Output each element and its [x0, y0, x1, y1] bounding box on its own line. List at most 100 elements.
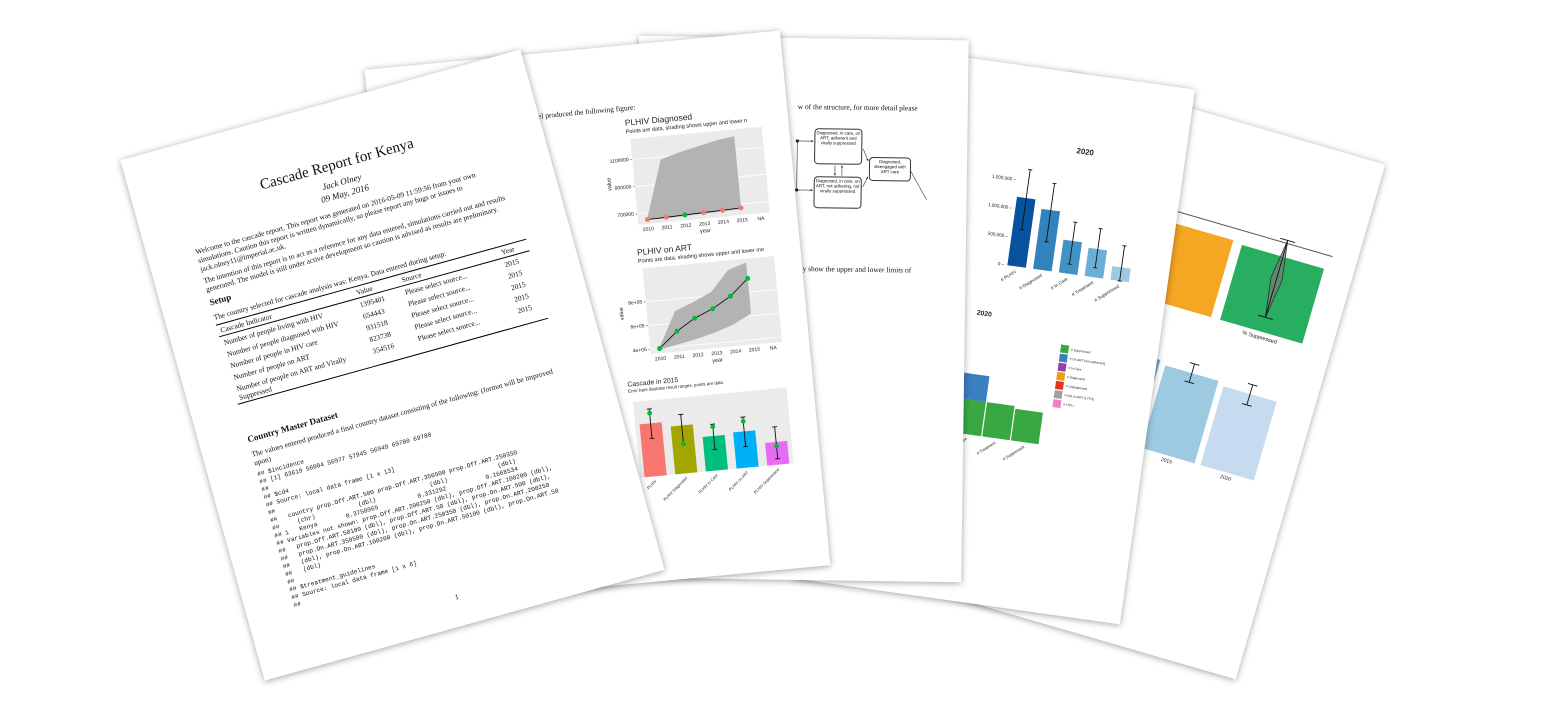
x-tick-label: # Suppressed [1093, 283, 1120, 302]
x-tick-label: PLHIV in Care [697, 472, 719, 494]
y-tick-label: 4e+05 [633, 347, 648, 354]
x-axis-label: year [700, 228, 711, 235]
x-tick-label: # PLHIV [1000, 269, 1018, 283]
intro-text: w of the structure, for more detail plea… [797, 101, 918, 113]
y-tick-label: 6e+05 [630, 323, 645, 330]
x-tick-label: # Treatment [976, 440, 998, 456]
range-band [659, 262, 752, 350]
x-tick-label: 2010 [643, 226, 655, 233]
y-tick-label: 8e+05 [628, 299, 643, 306]
error-bar [1021, 169, 1031, 230]
legend-label: # LTFU [1063, 402, 1075, 408]
model-line [647, 207, 742, 220]
note-text: ly show the upper and lower limits of [800, 264, 912, 275]
x-tick-label: 2013 [711, 350, 723, 357]
bar [639, 422, 667, 478]
y-tick-label: 1,000,000 [988, 202, 1009, 210]
error-cap [1117, 280, 1122, 282]
figures-page: e model produced the following figure: P… [364, 30, 831, 605]
error-bar [1246, 384, 1254, 406]
legend-label: # On ART (non-adherent) [1069, 357, 1105, 366]
x-tick-label: NA [770, 345, 778, 352]
data-point [774, 443, 779, 449]
error-cap [1044, 241, 1049, 243]
error-cap [1067, 263, 1072, 265]
legend-swatch [1058, 353, 1068, 363]
bar [702, 434, 728, 472]
legend-label: # Not on ART (LTFU) [1064, 393, 1094, 401]
data-point [701, 210, 707, 216]
x-tick-label: 2015 [749, 347, 761, 354]
bar [1141, 365, 1219, 464]
error-cap [1052, 182, 1057, 185]
arrows [796, 139, 927, 200]
error-cap [1093, 266, 1098, 269]
structure-page: w of the structure, for more detail plea… [631, 35, 969, 583]
y-axis-label: value [619, 307, 626, 321]
entry-dot [795, 188, 799, 192]
data-point [663, 214, 669, 220]
error-cap [1280, 237, 1296, 244]
diagram-node: Diagnosed, in care, on ART, not adhering… [813, 176, 862, 209]
cascade-2020-chart: 2020 0 500,000 1,000,000 1,500,000 # PLHIV # D… [987, 146, 1131, 303]
data-point [644, 216, 650, 222]
y-tick-label: 700000 [617, 212, 634, 220]
data-point [727, 293, 733, 299]
error-cap [1019, 228, 1024, 231]
x-tick-label: 2011 [674, 354, 685, 361]
x-tick-label: 2012 [680, 223, 692, 230]
diagram-arrows [795, 139, 927, 200]
data-point [681, 441, 686, 447]
data-point [738, 205, 744, 211]
legend-swatch [1054, 380, 1064, 390]
bar [1200, 386, 1277, 481]
data-point [740, 418, 746, 424]
x-tick-label: PLHIV Diagnosed [662, 476, 688, 502]
data-point [647, 410, 653, 416]
data-point [682, 212, 688, 218]
bar [1007, 196, 1036, 268]
x-tick-label: 2013 [699, 221, 711, 228]
x-tick-label: # Diagnosed [1018, 273, 1043, 291]
range-band [647, 136, 742, 221]
data-point [710, 306, 716, 312]
diagram-node: Diagnosed, in care, on ART, adherent and… [814, 128, 863, 165]
error-cap [1028, 168, 1033, 171]
legend-label: # In Care [1068, 366, 1082, 372]
data-point [745, 275, 751, 281]
x-tick-label: # Suppressed [1002, 444, 1026, 461]
y-axis-label: value [606, 177, 613, 191]
y-tick-label: 1,500,000 [992, 174, 1013, 182]
bar [733, 430, 759, 469]
error-bar [1045, 183, 1055, 242]
model-line [659, 278, 748, 349]
x-tick-label: NA [757, 216, 765, 223]
chart-title: 2020 [976, 310, 992, 319]
legend-swatch [1052, 399, 1062, 409]
target-line [1149, 203, 1333, 258]
x-tick-label: # Treatment [1071, 280, 1095, 298]
x-tick-label: PLHIV Suppressed [753, 467, 780, 495]
x-tick-label: 2014 [718, 219, 730, 226]
y-tick-label: 0 [997, 261, 1001, 266]
legend-label: # Undiagnosed [1066, 384, 1088, 391]
x-tick-label: PLHIV on ART [728, 469, 750, 491]
error-bar [1119, 245, 1125, 282]
legend-swatch [1060, 344, 1070, 354]
x-tick-label: 2020 [1219, 474, 1232, 483]
data-point [719, 207, 725, 213]
data-point [710, 424, 716, 430]
bar-segment [982, 402, 1015, 441]
x-tick-label: 2012 [692, 352, 704, 359]
error-bar [1069, 222, 1076, 265]
x-axis-label: year [712, 357, 723, 364]
error-bar [1264, 240, 1289, 318]
legend-label: # Suppressed [1071, 348, 1091, 355]
error-cap [1098, 227, 1103, 230]
error-cap [1184, 380, 1195, 385]
error-bar [680, 414, 684, 444]
error-cap [1247, 383, 1258, 387]
chart-title: Cascade in 2015 [627, 377, 679, 389]
